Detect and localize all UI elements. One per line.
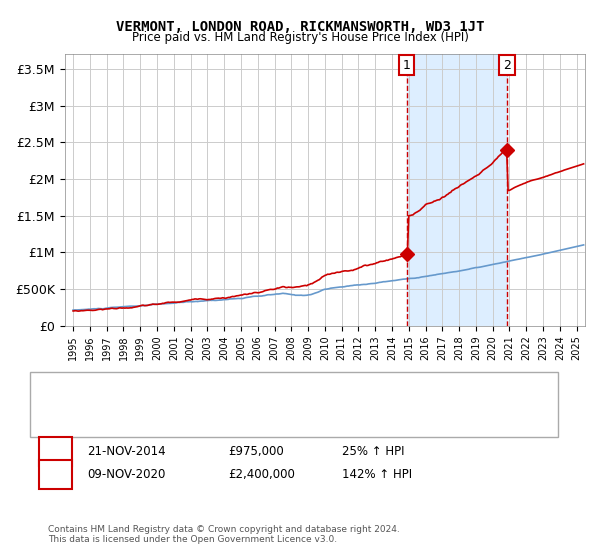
- Text: 1: 1: [52, 445, 60, 459]
- Text: 2: 2: [52, 468, 60, 481]
- Text: 142% ↑ HPI: 142% ↑ HPI: [342, 468, 412, 481]
- Text: 09-NOV-2020: 09-NOV-2020: [87, 468, 166, 481]
- Text: VERMONT, LONDON ROAD, RICKMANSWORTH, WD3 1JT: VERMONT, LONDON ROAD, RICKMANSWORTH, WD3…: [116, 20, 484, 34]
- Text: £2,400,000: £2,400,000: [228, 468, 295, 481]
- Text: 21-NOV-2014: 21-NOV-2014: [87, 445, 166, 459]
- Text: 2: 2: [503, 59, 511, 72]
- Text: 25% ↑ HPI: 25% ↑ HPI: [342, 445, 404, 459]
- Bar: [407, 54, 507, 325]
- Text: HPI: Average price, detached house, Three Rivers: HPI: Average price, detached house, Thre…: [93, 405, 352, 416]
- Text: Price paid vs. HM Land Registry's House Price Index (HPI): Price paid vs. HM Land Registry's House …: [131, 31, 469, 44]
- Text: 1: 1: [403, 59, 411, 72]
- Text: VERMONT, LONDON ROAD, RICKMANSWORTH, WD3 1JT (detached house): VERMONT, LONDON ROAD, RICKMANSWORTH, WD3…: [93, 385, 476, 395]
- Text: £975,000: £975,000: [228, 445, 284, 459]
- Text: Contains HM Land Registry data © Crown copyright and database right 2024.
This d: Contains HM Land Registry data © Crown c…: [48, 525, 400, 544]
